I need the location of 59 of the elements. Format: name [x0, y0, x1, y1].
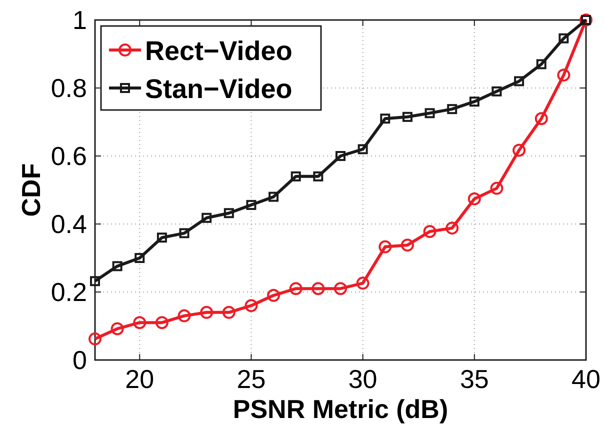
point [557, 68, 570, 82]
point [380, 114, 390, 124]
y-tick-label: 0 [72, 345, 87, 375]
x-tick-label: 35 [460, 364, 489, 394]
point [133, 316, 146, 330]
point [358, 144, 368, 154]
y-tick-label: 0.4 [50, 209, 87, 239]
point [110, 322, 124, 336]
point [446, 222, 459, 235]
point [514, 76, 524, 86]
point [512, 144, 526, 157]
point [400, 238, 414, 252]
point [469, 96, 480, 107]
point [202, 212, 212, 223]
x-tick-label: 40 [572, 364, 600, 394]
point [492, 86, 502, 96]
point [88, 332, 102, 346]
y-tick-label: 0.6 [50, 141, 87, 171]
point [402, 112, 412, 122]
point [334, 282, 347, 296]
point [179, 228, 190, 238]
y-tick-label: 0.2 [50, 277, 87, 307]
point [490, 182, 504, 195]
point [534, 112, 548, 126]
point [178, 309, 191, 322]
point [200, 306, 214, 319]
x-tick-label: 25 [236, 364, 266, 394]
point [468, 192, 481, 206]
y-tick-label: 0.8 [50, 73, 87, 103]
point [134, 253, 145, 263]
point [312, 282, 325, 296]
point [246, 200, 256, 210]
y-axis-title: CDF [16, 163, 46, 217]
x-tick-label: 30 [348, 364, 378, 394]
point [156, 232, 167, 243]
x-tick-label: 20 [125, 364, 154, 394]
point [536, 59, 546, 70]
point [267, 288, 280, 302]
point [447, 104, 458, 114]
legend-label: Stan−Video [145, 74, 292, 104]
point [313, 171, 324, 182]
point [90, 276, 100, 286]
point [155, 316, 168, 330]
point [424, 108, 435, 118]
point [423, 224, 436, 238]
point [378, 240, 392, 254]
point [290, 171, 301, 182]
point [224, 208, 234, 218]
point [289, 282, 302, 296]
point [222, 306, 236, 319]
legend-label: Rect−Video [145, 36, 292, 66]
point [356, 276, 370, 290]
x-axis-title: PSNR Metric (dB) [232, 394, 448, 424]
point [558, 33, 569, 44]
point [336, 151, 346, 161]
point [244, 299, 258, 312]
y-tick-label: 1 [72, 5, 87, 35]
point [112, 261, 122, 272]
point [268, 192, 279, 202]
